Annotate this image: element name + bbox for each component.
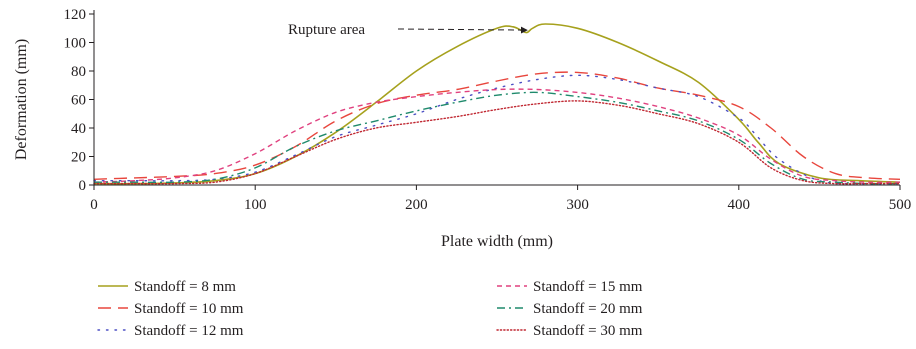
x-axis-title: Plate width (mm) [441, 233, 553, 250]
y-tick-label: 100 [64, 36, 87, 52]
x-tick-label: 400 [728, 197, 751, 213]
legend-label-6: Standoff = 30 mm [533, 323, 643, 339]
y-tick-label: 120 [64, 7, 87, 23]
legend-label-3: Standoff = 12 mm [134, 323, 244, 339]
y-tick-label: 60 [71, 93, 86, 109]
annotation-layer: Rupture area [288, 22, 528, 38]
legend-label-5: Standoff = 20 mm [533, 301, 643, 317]
series-line-6 [93, 100, 901, 185]
x-tick-label: 100 [244, 197, 267, 213]
legend-label-2: Standoff = 10 mm [134, 301, 244, 317]
y-tick-label: 20 [71, 150, 86, 166]
y-tick-label: 0 [79, 178, 87, 194]
x-tick-label: 0 [90, 197, 98, 213]
x-tick-label: 500 [889, 197, 912, 213]
y-tick-label: 80 [71, 64, 86, 80]
y-tick-label: 40 [71, 121, 86, 137]
legend: Standoff = 8 mm Standoff = 10 mm Standoff … [97, 279, 643, 339]
series-layer [93, 23, 901, 185]
legend-label-4: Standoff = 15 mm [533, 279, 643, 295]
series-line-5 [93, 91, 901, 185]
rupture-area-annotation: Rupture area [288, 22, 365, 38]
y-axis-title: Deformation (mm) [13, 39, 30, 160]
legend-label-1: Standoff = 8 mm [134, 279, 236, 295]
x-tick-label: 300 [566, 197, 589, 213]
axes-layer: 0 100 200 300 400 500 0 20 40 60 80 100 120 [64, 7, 912, 213]
rupture-area-arrow [397, 26, 528, 34]
series-line-3 [93, 74, 901, 185]
x-tick-label: 200 [405, 197, 428, 213]
series-line-2 [93, 71, 901, 180]
series-line-1 [93, 23, 901, 185]
